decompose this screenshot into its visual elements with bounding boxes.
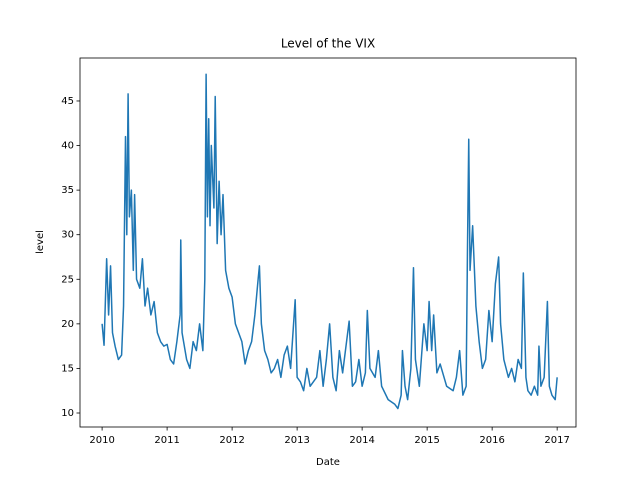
y-tick-label: 10 <box>61 408 74 419</box>
x-axis-label: Date <box>316 457 340 468</box>
x-tick-label: 2012 <box>219 435 244 446</box>
y-tick-label: 40 <box>61 141 74 152</box>
y-tick-label: 25 <box>61 274 74 285</box>
x-tick-label: 2014 <box>349 435 374 446</box>
axes-frame <box>79 57 577 428</box>
y-tick-label: 20 <box>61 319 74 330</box>
y-tick-label: 30 <box>61 230 74 241</box>
plot-area <box>101 73 558 410</box>
y-tick-label: 15 <box>61 363 74 374</box>
y-axis-label: level <box>35 230 46 254</box>
x-tick-label: 2017 <box>544 435 569 446</box>
y-tick-label: 45 <box>61 96 74 107</box>
x-tick-label: 2015 <box>414 435 439 446</box>
x-tick-label: 2011 <box>154 435 179 446</box>
y-tick-label: 35 <box>61 185 74 196</box>
chart-title: Level of the VIX <box>281 37 375 51</box>
x-tick-label: 2013 <box>284 435 309 446</box>
line-series <box>101 73 558 410</box>
x-tick-label: 2016 <box>479 435 504 446</box>
x-tick-label: 2010 <box>89 435 114 446</box>
